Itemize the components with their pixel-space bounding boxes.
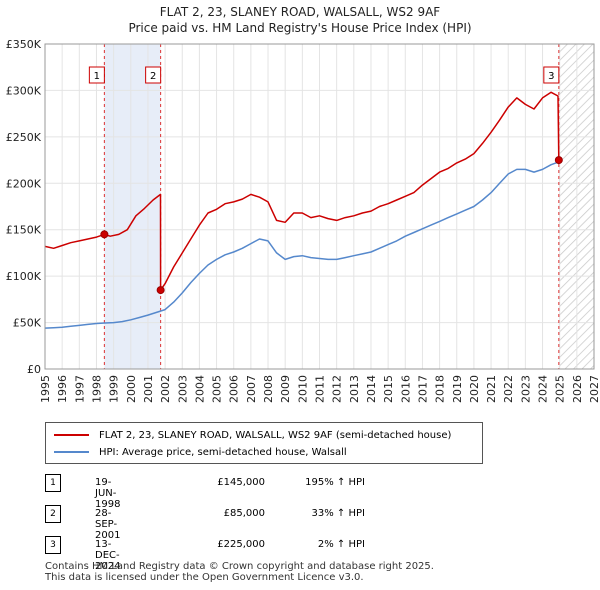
x-tick-label: 1999 [108, 375, 121, 403]
x-tick-label: 1996 [56, 375, 69, 403]
transaction-hpi: 33% ↑ HPI [311, 508, 365, 519]
x-tick-label: 2018 [434, 375, 447, 403]
legend-swatch-property [54, 434, 89, 436]
x-tick-label: 2017 [416, 375, 429, 403]
sale-label: 1 [94, 71, 100, 82]
sale-point [100, 230, 109, 239]
x-tick-label: 2000 [125, 375, 138, 403]
x-tick-label: 2021 [485, 375, 498, 403]
transaction-price: £85,000 [223, 508, 265, 519]
x-tick-label: 2001 [142, 375, 155, 403]
x-tick-label: 2012 [331, 375, 344, 403]
sale-point [156, 286, 165, 295]
legend: FLAT 2, 23, SLANEY ROAD, WALSALL, WS2 9A… [45, 422, 483, 464]
transaction-date: 13-DEC-2024 [95, 539, 121, 572]
footer-licence: This data is licensed under the Open Gov… [45, 572, 364, 583]
footer: Contains HM Land Registry data © Crown c… [45, 561, 434, 583]
x-tick-label: 1997 [73, 375, 86, 403]
transaction-price: £225,000 [217, 539, 265, 550]
x-tick-label: 2019 [451, 375, 464, 403]
x-tick-label: 2015 [382, 375, 395, 403]
x-tick-label: 1998 [90, 375, 103, 403]
x-tick-label: 2027 [588, 375, 600, 403]
sale-point [554, 156, 563, 165]
price-chart: £0 £50K £100K £150K £200K £250K £300K £350K 1995… [6, 38, 600, 403]
chart-title: FLAT 2, 23, SLANEY ROAD, WALSALL, WS2 9A… [159, 5, 441, 19]
legend-entry-property: FLAT 2, 23, SLANEY ROAD, WALSALL, WS2 9A… [54, 428, 451, 442]
x-tick-label: 2008 [262, 375, 275, 403]
sale-label: 3 [548, 71, 554, 82]
transaction-number: 2 [45, 505, 61, 523]
y-tick-label: £300K [6, 84, 42, 97]
property-price-line [44, 91, 560, 291]
x-tick-label: 2020 [468, 375, 481, 403]
x-tick-label: 2014 [365, 375, 378, 403]
transaction-date: 28-SEP-2001 [95, 508, 121, 541]
chart-subtitle: Price paid vs. HM Land Registry's House … [128, 21, 472, 35]
x-tick-label: 2002 [159, 375, 172, 403]
transaction-price: £145,000 [217, 477, 265, 488]
x-tick-label: 2011 [314, 375, 327, 403]
transaction-number: 3 [45, 536, 61, 554]
sale-label: 2 [150, 71, 156, 82]
legend-label-hpi: HPI: Average price, semi-detached house,… [99, 446, 347, 458]
x-tick-label: 2026 [571, 375, 584, 403]
x-tick-label: 2005 [211, 375, 224, 403]
x-tick-label: 2024 [537, 375, 550, 403]
x-tick-label: 2009 [279, 375, 292, 403]
legend-swatch-hpi [54, 451, 89, 453]
sale-label-box [145, 66, 162, 84]
y-tick-label: £0 [27, 363, 41, 376]
sale-label-box [88, 66, 105, 84]
legend-label-property: FLAT 2, 23, SLANEY ROAD, WALSALL, WS2 9A… [99, 429, 452, 441]
transaction-date: 19-JUN-1998 [95, 477, 121, 510]
y-tick-label: £100K [6, 270, 42, 283]
x-tick-label: 2004 [193, 375, 206, 403]
holding-period-band [104, 44, 161, 369]
legend-entry-hpi: HPI: Average price, semi-detached house,… [54, 445, 347, 459]
x-tick-label: 2016 [399, 375, 412, 403]
sale-label-box [543, 66, 560, 84]
x-tick-label: 2010 [296, 375, 309, 403]
x-tick-label: 2023 [519, 375, 532, 403]
x-tick-label: 2007 [245, 375, 258, 403]
footer-copyright: Contains HM Land Registry data © Crown c… [45, 561, 434, 572]
transaction-number: 1 [45, 474, 61, 492]
x-tick-label: 2022 [502, 375, 515, 403]
y-tick-label: £50K [13, 317, 42, 330]
x-tick-label: 1995 [39, 375, 52, 403]
y-tick-label: £250K [6, 131, 42, 144]
y-tick-label: £200K [6, 177, 42, 190]
x-tick-label: 2025 [554, 375, 567, 403]
hpi-line [44, 161, 560, 329]
transaction-hpi: 2% ↑ HPI [317, 539, 365, 550]
transaction-hpi: 195% ↑ HPI [305, 477, 365, 488]
x-tick-label: 2006 [228, 375, 241, 403]
plot-border [44, 43, 595, 370]
x-tick-label: 2003 [176, 375, 189, 403]
y-tick-label: £350K [6, 38, 42, 51]
y-tick-label: £150K [6, 224, 42, 237]
x-tick-label: 2013 [348, 375, 361, 403]
